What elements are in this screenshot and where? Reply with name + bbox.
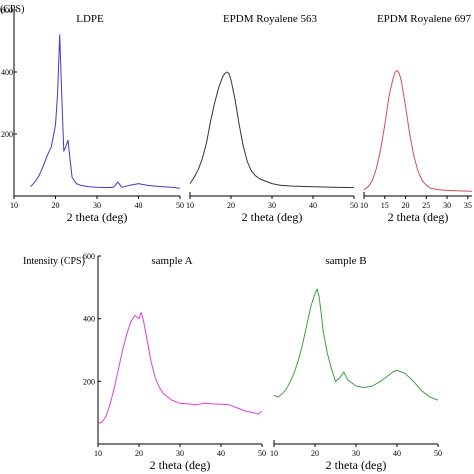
x-tick-label: 10	[94, 449, 102, 458]
y-tick-label: 200	[83, 377, 95, 386]
x-tick-label: 50	[350, 201, 358, 210]
chart-sample-a: sample A Intensity (CPS) 10 20 30 40 50 2 the…	[23, 252, 266, 472]
x-tick-label: 15	[381, 201, 389, 210]
chart-title: sample A	[151, 255, 192, 267]
x-tick-label: 20	[135, 449, 143, 458]
y-axis-label: (CPS)	[0, 4, 24, 15]
chart-title: EPDM Royalene 697	[377, 13, 472, 25]
x-tick-label: 10	[270, 449, 278, 458]
series-line	[363, 69, 473, 192]
chart-ldpe: LDPE (CPS) 10 20 30 40 50 2 theta (deg) 200 400…	[0, 4, 184, 224]
series-line	[30, 34, 181, 189]
x-tick-label: 30	[93, 201, 101, 210]
x-tick-label: 20	[311, 449, 319, 458]
x-tick-label: 50	[434, 449, 442, 458]
x-tick-label: 30	[268, 201, 276, 210]
x-tick-label: 20	[402, 201, 410, 210]
x-axis-title: 2 theta (deg)	[326, 458, 387, 472]
series-line	[273, 288, 439, 401]
x-tick-label: 20	[227, 201, 235, 210]
x-axis-title: 2 theta (deg)	[242, 210, 303, 224]
chart-epdm-royalene-697: EPDM Royalene 697 10 15 20 25 30 35 2 theta (d…	[360, 13, 473, 224]
chart-title: EPDM Royalene 563	[223, 13, 318, 25]
y-tick-label: 200	[1, 130, 13, 139]
chart-epdm-royalene-563: EPDM Royalene 563 10 20 30 40 50 2 theta (deg…	[186, 13, 358, 224]
series-line	[189, 71, 355, 189]
y-axis-label: Intensity (CPS)	[23, 256, 85, 267]
chart-sample-b: sample B 10 20 30 40 50 2 theta (deg)	[270, 255, 442, 472]
y-tick-label: 400	[1, 68, 13, 77]
x-tick-label: 50	[176, 201, 184, 210]
x-tick-label: 50	[258, 449, 266, 458]
chart-title: sample B	[325, 255, 366, 267]
x-tick-label: 10	[360, 201, 368, 210]
x-tick-label: 40	[217, 449, 225, 458]
x-tick-label: 40	[135, 201, 143, 210]
x-tick-label: 30	[443, 201, 451, 210]
series-line	[97, 311, 263, 425]
y-tick-label: 600	[83, 252, 95, 261]
x-tick-label: 40	[309, 201, 317, 210]
x-axis-title: 2 theta (deg)	[150, 458, 211, 472]
x-tick-label: 10	[186, 201, 194, 210]
x-tick-label: 30	[176, 449, 184, 458]
x-axis-title: 2 theta (deg)	[67, 210, 128, 224]
x-tick-label: 30	[352, 449, 360, 458]
x-tick-label: 10	[10, 201, 18, 210]
x-tick-label: 25	[422, 201, 430, 210]
y-tick-label: 600	[1, 6, 13, 15]
x-axis-title: 2 theta (deg)	[388, 210, 449, 224]
x-tick-label: 20	[52, 201, 60, 210]
x-tick-label: 35	[464, 201, 472, 210]
chart-title: LDPE	[76, 13, 104, 25]
x-tick-label: 40	[393, 449, 401, 458]
y-tick-label: 400	[83, 315, 95, 324]
